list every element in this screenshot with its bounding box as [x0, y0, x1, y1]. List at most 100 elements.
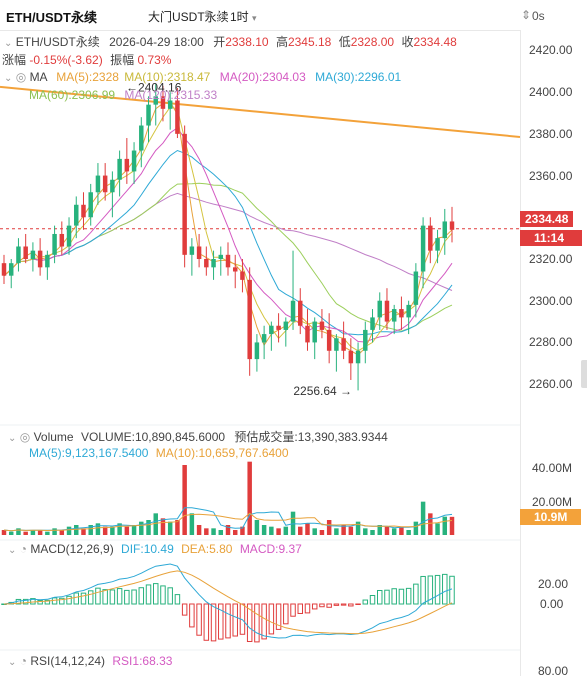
macd-histogram-bar — [95, 587, 101, 605]
low-marker: 2256.64 → — [293, 384, 352, 398]
macd-histogram-bar — [304, 603, 311, 614]
volume-bar — [348, 526, 354, 535]
chevron-icon[interactable]: ⌄ — [8, 657, 17, 668]
macd-histogram-bar — [22, 598, 29, 605]
candle-body — [377, 300, 382, 318]
macd-histogram-bar — [427, 575, 434, 605]
timeframe-selector[interactable]: 1时 ▾ — [230, 8, 257, 25]
volume-bar — [261, 525, 267, 535]
volume-bar — [442, 516, 448, 535]
macd-histogram-bar — [153, 583, 159, 605]
bell-icon[interactable]: ◔ — [19, 654, 27, 668]
amplitude-label: 振幅 — [110, 53, 135, 67]
volume-bar — [298, 526, 303, 535]
candle-body — [131, 150, 137, 172]
volume-bar — [428, 513, 433, 535]
candle-body — [269, 325, 274, 335]
candle-body — [449, 221, 455, 230]
volume-bar — [153, 513, 158, 535]
macd-histogram-bar — [102, 589, 108, 605]
volume-bar — [16, 528, 21, 535]
macd-histogram-bar — [434, 574, 441, 605]
open-value: 2338.10 — [225, 35, 269, 49]
macd-histogram-bar — [297, 603, 303, 614]
volume-bar — [406, 530, 411, 535]
symbol-title[interactable]: ETH/USDT永续 — [6, 10, 98, 25]
macd-histogram-bar — [268, 603, 275, 635]
macd-histogram-bar — [348, 603, 354, 607]
volume-bar — [23, 531, 28, 535]
eye-icon[interactable]: ◎ — [19, 430, 31, 444]
candle-body — [247, 279, 252, 360]
macd-histogram-bar — [398, 588, 405, 605]
macd-histogram-bar — [246, 603, 253, 643]
volume-legend: ⌄ ◎ Volume VOLUME:10,890,845.6000 预估成交量:… — [8, 428, 388, 445]
candle-body — [189, 246, 195, 255]
candle-body — [305, 325, 310, 343]
volume-bar — [52, 528, 57, 535]
macd-histogram-bar — [131, 589, 137, 605]
macd-histogram-bar — [290, 603, 296, 617]
collapse-handle[interactable] — [581, 360, 587, 388]
macd-histogram-bar — [319, 603, 325, 608]
chart-canvas[interactable]: ←2404.16 2256.64 → — [0, 30, 520, 676]
volume-bar — [160, 518, 166, 535]
high-marker: ←2404.16 — [126, 80, 182, 94]
chevron-icon[interactable]: ⌄ — [4, 73, 13, 84]
macd-histogram-bar — [160, 585, 166, 605]
macd-dea-line — [3, 570, 453, 635]
candle-body — [167, 100, 173, 109]
top-bar: ETH/USDT永续 大门USDT永续 ✎ | 1时 ▾ ⇕ 0s — [0, 0, 587, 31]
ma-legend: ⌄ ◎ MA MA(5):2328 MA(10):2318.47 MA(20):… — [4, 70, 401, 84]
volume-ma5: MA(5):9,123,167.5400 — [29, 446, 149, 460]
candle-body — [413, 271, 419, 305]
chevron-icon[interactable]: ⌄ — [8, 545, 17, 556]
volume-bar — [167, 521, 173, 535]
candle-body — [110, 179, 115, 193]
candle-body — [420, 225, 426, 272]
ohlc-info: ⌄ ETH/USDT永续 2026-04-29 18:00 开2338.10 高… — [4, 33, 457, 50]
macd-histogram-bar — [275, 603, 282, 630]
ma120-value: MA(120):2315.33 — [124, 88, 218, 102]
candle-body — [276, 325, 281, 330]
macd-histogram-bar — [30, 598, 36, 605]
volume-bar — [399, 526, 404, 535]
compare-icon[interactable]: ⇕ — [521, 8, 532, 22]
volume-bar — [146, 520, 151, 535]
macd-histogram-bar — [232, 603, 238, 637]
macd-histogram-bar — [261, 603, 267, 640]
macd-dif: DIF:10.49 — [121, 542, 174, 556]
candle-body — [384, 300, 390, 322]
volume-bar — [377, 525, 382, 535]
volume-bar — [124, 526, 130, 535]
chevron-icon[interactable]: ⌄ — [4, 38, 13, 49]
volume-bar — [102, 526, 108, 535]
ma5-value: MA(5):2328 — [56, 70, 119, 84]
change-label: 涨幅 — [2, 53, 27, 67]
pencil-icon[interactable]: ✎ — [204, 8, 215, 22]
macd-label: MACD(12,26,9) — [30, 542, 114, 556]
ma20-line — [3, 127, 453, 343]
volume-bar — [182, 465, 187, 535]
candle-body — [232, 267, 238, 272]
candle-body — [117, 158, 122, 180]
candle-body — [254, 342, 260, 360]
macd-histogram-bar — [420, 575, 426, 605]
macd-histogram-bar — [196, 603, 202, 636]
exchange-label: 大门USDT永续 — [148, 10, 229, 24]
macd-histogram-bar — [442, 573, 448, 605]
open-label: 开 — [213, 35, 226, 49]
macd-histogram-bar — [413, 583, 419, 605]
bell-icon[interactable]: ◔ — [19, 542, 27, 556]
volume-bar — [420, 501, 426, 535]
chevron-icon[interactable]: ⌄ — [8, 433, 17, 444]
candle-body — [334, 338, 339, 351]
macd-histogram-bar — [44, 599, 51, 605]
volume-bar — [175, 520, 180, 535]
macd-histogram-bar — [189, 603, 195, 628]
ma20-value: MA(20):2304.03 — [219, 70, 306, 84]
volume-bar — [74, 525, 79, 535]
candle-body — [95, 175, 101, 193]
eye-icon[interactable]: ◎ — [15, 70, 27, 84]
candle-body — [81, 204, 86, 218]
